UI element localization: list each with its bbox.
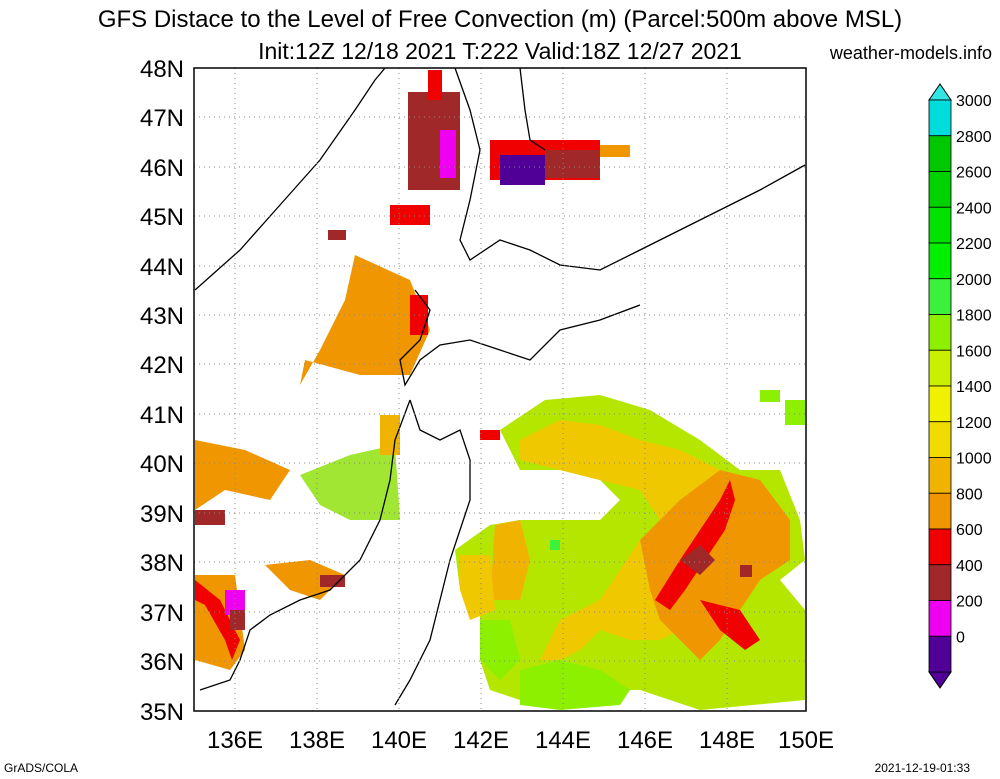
site-credit: weather-models.info	[829, 43, 992, 63]
lon-label-136e: 136E	[207, 727, 263, 754]
colorbar-label: 0	[956, 629, 965, 646]
colorbar-segment	[928, 135, 952, 172]
chart-title: GFS Distace to the Level of Free Convect…	[97, 6, 903, 33]
lat-label-37n: 37N	[140, 600, 184, 627]
colorbar-segment	[928, 385, 952, 423]
colorbar-label: 2800	[956, 129, 992, 146]
lon-label-148e: 148E	[699, 727, 755, 754]
colorbar-label: 1800	[956, 308, 992, 325]
coastlines	[194, 67, 806, 706]
colorbar-label: 1400	[956, 379, 992, 396]
graticule	[194, 68, 806, 711]
lat-label-40n: 40N	[140, 451, 184, 478]
colorbar-segment	[928, 421, 952, 458]
colorbar-label: 2400	[956, 200, 992, 217]
colorbar-segment	[928, 171, 952, 208]
colorbar-segment	[928, 206, 952, 244]
lat-label-38n: 38N	[140, 550, 184, 577]
timestamp: 2021-12-19-01:33	[874, 761, 970, 775]
lat-label-35n: 35N	[140, 699, 184, 726]
colorbar-bottom-arrow	[928, 671, 952, 689]
lon-label-144e: 144E	[535, 727, 591, 754]
colorbar-label: 800	[956, 486, 983, 503]
colorbar-label: 1600	[956, 343, 992, 360]
colorbar-segment	[928, 528, 952, 566]
colorbar-segment	[928, 564, 952, 601]
colorbar-segment	[928, 349, 952, 387]
lon-label-138e: 138E	[289, 727, 345, 754]
colorbar-label: 1000	[956, 451, 992, 468]
lon-label-146e: 146E	[617, 727, 673, 754]
colorbar: 3000280026002400220020001800160014001200…	[928, 83, 992, 689]
colorbar-segment	[928, 492, 952, 530]
lat-label-36n: 36N	[140, 649, 184, 676]
longitude-labels: 136E 138E 140E 142E 144E 146E 148E 150E	[207, 727, 834, 754]
lat-label-48n: 48N	[140, 56, 184, 83]
colorbar-label: 2000	[956, 272, 992, 289]
software-credit: GrADS/COLA	[4, 761, 79, 775]
lat-label-39n: 39N	[140, 501, 184, 528]
colorbar-segment	[928, 242, 952, 280]
chart-subtitle: Init:12Z 12/18 2021 T:222 Valid:18Z 12/2…	[258, 38, 742, 64]
colorbar-segment	[928, 600, 952, 637]
colorbar-label: 1200	[956, 415, 992, 432]
map-frame	[193, 67, 807, 712]
lat-label-45n: 45N	[140, 204, 184, 231]
lat-label-46n: 46N	[140, 155, 184, 182]
colorbar-label: 2600	[956, 165, 992, 182]
colorbar-segment	[928, 457, 952, 494]
colorbar-label: 2200	[956, 236, 992, 253]
colorbar-label: 3000	[956, 93, 992, 110]
lat-label-44n: 44N	[140, 254, 184, 281]
lon-label-142e: 142E	[453, 727, 509, 754]
lon-label-150e: 150E	[778, 727, 834, 754]
colorbar-segment	[928, 99, 952, 137]
colorbar-top-arrow	[928, 83, 952, 101]
colorbar-segment	[928, 314, 952, 351]
colorbar-segment	[928, 278, 952, 315]
lat-label-42n: 42N	[140, 352, 184, 379]
lat-label-41n: 41N	[140, 402, 184, 429]
map-field	[195, 70, 805, 710]
latitude-labels: 48N 47N 46N 45N 44N 43N 42N 41N 40N 39N …	[140, 56, 184, 726]
lon-label-140e: 140E	[371, 727, 427, 754]
colorbar-label: 600	[956, 522, 983, 539]
colorbar-label: 400	[956, 558, 983, 575]
colorbar-label: 200	[956, 594, 983, 611]
lat-label-43n: 43N	[140, 303, 184, 330]
lat-label-47n: 47N	[140, 105, 184, 132]
colorbar-segment	[928, 635, 952, 673]
